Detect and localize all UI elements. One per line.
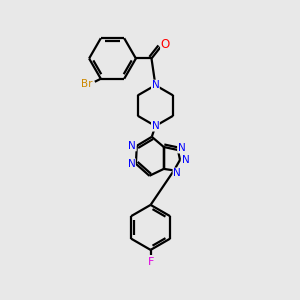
Text: Br: Br [81,79,92,89]
Text: N: N [152,121,159,131]
Text: N: N [128,141,136,151]
Text: O: O [161,38,170,51]
Text: N: N [173,168,181,178]
Text: N: N [128,159,135,169]
Text: N: N [182,155,190,165]
Text: F: F [147,256,154,267]
Text: N: N [152,80,159,90]
Text: N: N [178,143,185,153]
